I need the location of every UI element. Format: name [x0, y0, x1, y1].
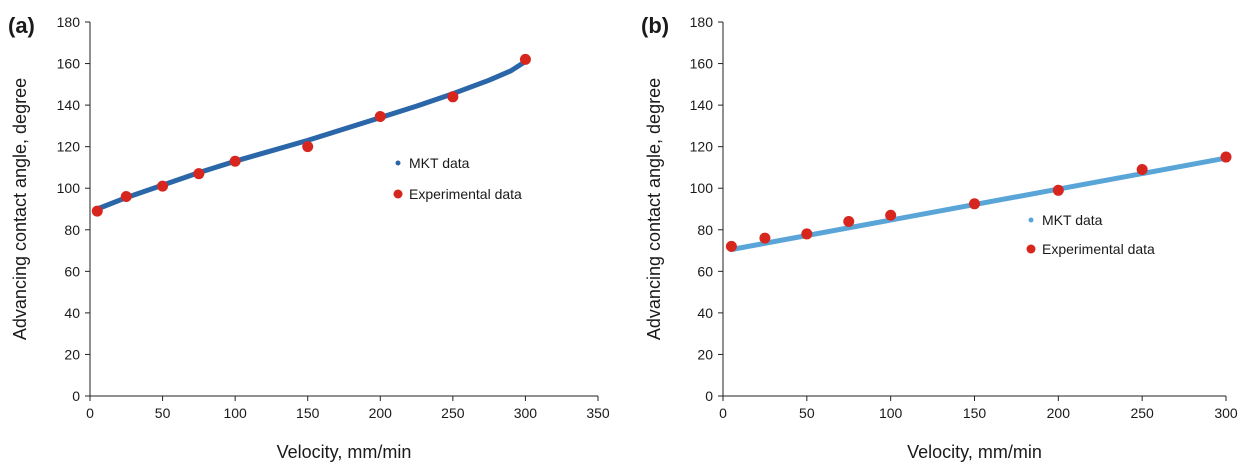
x-tick-label: 200 [369, 405, 393, 421]
experimental-point [519, 53, 531, 65]
x-tick-label: 350 [586, 405, 610, 421]
chart-panel-a: (a) 0 50 100 150 200 250 300 350 0 20 40 60 80 100 120 1… [8, 13, 610, 462]
y-tick-label: 120 [690, 139, 714, 155]
x-tick-label: 250 [1130, 405, 1154, 421]
y-tick-label: 100 [690, 180, 714, 196]
panel-label: (a) [8, 13, 35, 38]
x-tick-label: 50 [155, 405, 171, 421]
y-tick-label: 160 [57, 56, 81, 72]
panel-label: (b) [641, 13, 669, 38]
experimental-point [843, 215, 855, 227]
y-tick-label: 140 [57, 97, 81, 113]
y-tick-label: 80 [697, 222, 713, 238]
y-tick-label: 60 [697, 263, 713, 279]
experimental-point [120, 191, 132, 203]
x-tick-label: 300 [1214, 405, 1238, 421]
mkt-line [94, 59, 528, 212]
y-tick-label: 20 [697, 346, 713, 362]
legend-marker [1028, 217, 1034, 223]
y-tick-label: 0 [705, 388, 713, 404]
x-tick-label: 50 [799, 405, 815, 421]
legend: MKT data Experimental data [1026, 212, 1155, 257]
experimental-point [969, 198, 980, 210]
x-tick-label: 200 [1047, 405, 1071, 421]
experimental-point [229, 155, 241, 167]
x-tick-label: 300 [514, 405, 538, 421]
y-tick-label: 20 [64, 346, 80, 362]
y-tick-label: 40 [697, 305, 713, 321]
legend-marker [395, 160, 401, 166]
x-axis-label: Velocity, mm/min [907, 442, 1042, 462]
experimental-point [302, 141, 314, 153]
x-tick-label: 150 [963, 405, 987, 421]
y-tick-label: 180 [57, 14, 81, 30]
y-tick-label: 80 [64, 222, 80, 238]
experimental-point [1220, 151, 1232, 163]
legend-label: Experimental data [1042, 241, 1155, 257]
y-tick-label: 60 [64, 263, 80, 279]
experimental-point [447, 91, 459, 103]
x-tick-label: 150 [296, 405, 320, 421]
y-axis-label: Advancing contact angle, degree [10, 78, 30, 340]
experimental-point [725, 240, 737, 252]
y-axis-label: Advancing contact angle, degree [644, 78, 664, 340]
y-tick-label: 180 [690, 14, 714, 30]
experimental-point [801, 228, 813, 240]
legend-label: MKT data [1042, 212, 1103, 228]
y-tick-label: 120 [57, 139, 81, 155]
experimental-point [759, 232, 771, 244]
experimental-point [193, 168, 205, 180]
y-tick-label: 40 [64, 305, 80, 321]
experimental-point [91, 205, 103, 217]
y-tick-label: 100 [57, 180, 81, 196]
legend-label: MKT data [409, 155, 470, 171]
y-tick-label: 0 [72, 388, 80, 404]
x-tick-label: 100 [879, 405, 903, 421]
legend-label: Experimental data [409, 186, 522, 202]
legend-marker [1026, 244, 1036, 254]
x-tick-label: 250 [441, 405, 465, 421]
experimental-point [157, 180, 169, 192]
experimental-point [1052, 184, 1064, 196]
legend-marker [393, 189, 403, 199]
y-tick-label: 140 [690, 97, 714, 113]
legend: MKT data Experimental data [393, 155, 522, 202]
y-tick-label: 160 [690, 56, 714, 72]
experimental-point [374, 111, 386, 123]
x-axis-label: Velocity, mm/min [277, 442, 412, 462]
x-tick-label: 0 [719, 405, 727, 421]
chart-panel-b: (b) 0 50 100 150 200 250 300 0 20 40 60 80 100 120 140 1… [641, 13, 1238, 462]
x-tick-label: 100 [223, 405, 247, 421]
experimental-point [1136, 164, 1148, 176]
x-tick-label: 0 [86, 405, 94, 421]
experimental-point [885, 209, 897, 221]
